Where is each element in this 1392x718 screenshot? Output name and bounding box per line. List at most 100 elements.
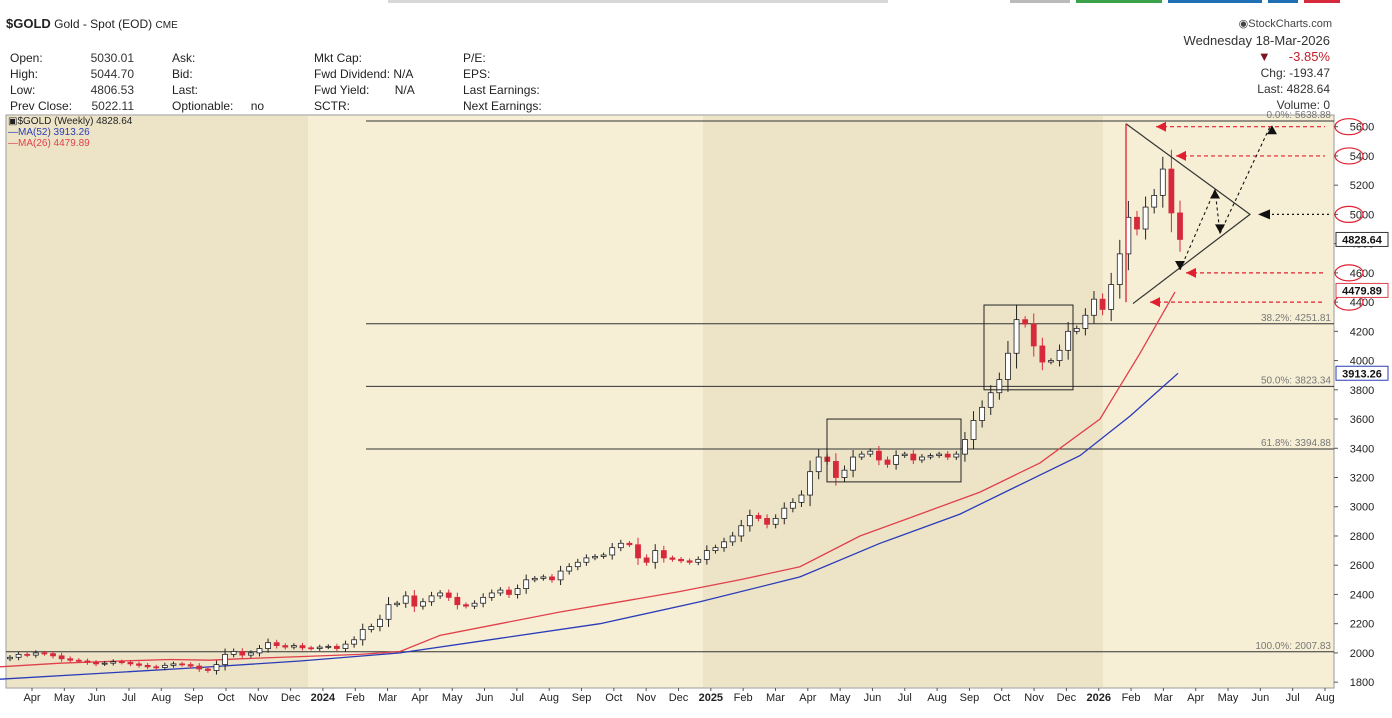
fib-label: 61.8%: 3394.88 <box>1261 438 1331 449</box>
candle-body <box>93 662 99 665</box>
toolbar-tab-a[interactable] <box>388 0 888 3</box>
candle-body <box>626 542 633 546</box>
candle-body <box>875 450 882 461</box>
candle-body <box>919 456 925 461</box>
candle-body <box>213 664 220 671</box>
candle-body <box>136 663 142 666</box>
x-tick-label: Jul <box>122 692 136 704</box>
x-tick-label: Apr <box>23 692 40 704</box>
toolbar-tab-c[interactable] <box>1076 0 1162 3</box>
last-value: Last: 4828.64 <box>1257 82 1330 96</box>
candle-body <box>32 652 39 656</box>
candle-body <box>600 554 607 557</box>
candle-body <box>196 665 203 670</box>
x-tick-label: Oct <box>993 692 1010 704</box>
candle-body <box>953 453 960 458</box>
candle-body <box>41 652 48 655</box>
circled-level-4600 <box>1334 264 1364 282</box>
candle-body <box>480 596 487 604</box>
mkt-cap-label: Mkt Cap: <box>314 51 363 65</box>
candle-body <box>506 589 512 595</box>
candle-body <box>368 626 375 630</box>
toolbar-tab-f[interactable] <box>1304 0 1340 3</box>
y-tick-label: 3600 <box>1350 414 1374 426</box>
y-tick-label: 2800 <box>1350 531 1374 543</box>
ma26-line <box>0 291 1176 668</box>
sctr-label: SCTR: <box>314 99 350 113</box>
x-tick-label: Jun <box>1251 692 1269 704</box>
candle-body <box>471 602 478 607</box>
candle-body <box>514 588 521 595</box>
candle-body <box>239 651 246 656</box>
toolbar-tab-d[interactable] <box>1168 0 1262 3</box>
arrow-4400-head <box>1150 297 1160 308</box>
candle-body <box>987 392 994 408</box>
candle-body <box>858 453 865 458</box>
ma52-axis-label: 3913.26 <box>1342 368 1382 380</box>
quote-labels: Open: High: Low: Prev Close: <box>10 50 72 114</box>
candle-body <box>1099 298 1106 310</box>
y-tick-label: 3000 <box>1350 502 1374 514</box>
candle-body <box>179 663 185 666</box>
x-tick-label: Feb <box>1122 692 1141 704</box>
x-tick-label: Mar <box>1154 692 1173 704</box>
candle-body <box>1022 319 1029 325</box>
y-tick-label: 5600 <box>1350 122 1374 134</box>
candle-body <box>265 642 271 649</box>
fib-label: 38.2%: 4251.81 <box>1261 313 1331 324</box>
ask-label: Ask: <box>172 51 196 65</box>
candle-body <box>927 455 934 458</box>
candle-body <box>970 420 977 440</box>
x-tick-label: Nov <box>636 692 656 704</box>
x-tick-label: Apr <box>411 692 428 704</box>
candle-body <box>979 406 986 421</box>
x-tick-label: Jul <box>898 692 912 704</box>
candle-body <box>247 652 254 656</box>
x-tick-label: Feb <box>346 692 365 704</box>
alternate-year-shading <box>7 116 1103 687</box>
quote-date: Wednesday 18-Mar-2026 <box>1183 33 1330 48</box>
x-tick-label: May <box>830 692 851 704</box>
brand-logo[interactable]: ◉StockCharts.com <box>1239 17 1332 30</box>
candle-body <box>7 656 13 660</box>
candle-body <box>325 645 332 648</box>
arrow-5400-head <box>1176 150 1186 161</box>
candle-body <box>428 595 435 603</box>
x-tick-label: 2025 <box>699 692 723 704</box>
y-tick-label: 3400 <box>1350 443 1374 455</box>
candle-body <box>308 647 315 650</box>
candle-body <box>574 561 581 568</box>
y-tick-label: 5000 <box>1350 209 1374 221</box>
candle-body <box>746 515 753 527</box>
ma52-line <box>0 372 1179 680</box>
candle-body <box>1151 194 1158 208</box>
optionable-value: no <box>250 99 265 113</box>
toolbar-tab-b[interactable] <box>1010 0 1070 3</box>
low-value: 4806.53 <box>90 83 134 97</box>
shade-2023 <box>7 116 308 687</box>
candle-body <box>652 550 659 563</box>
toolbar-tab-e[interactable] <box>1268 0 1298 3</box>
triangle-pattern <box>1125 123 1252 305</box>
candle-body <box>67 658 74 661</box>
projection-arrowhead <box>1267 125 1277 135</box>
x-tick-label: Aug <box>927 692 947 704</box>
candle-body <box>523 579 530 590</box>
candle-body <box>1073 328 1080 332</box>
circled-level-5600 <box>1334 118 1364 136</box>
symbol-description: Gold - Spot (EOD) <box>54 17 153 31</box>
candle-body <box>1168 168 1175 214</box>
candle-body <box>798 494 805 503</box>
candle-body <box>996 379 1003 394</box>
candle-body <box>394 602 401 606</box>
legend-price: ▣$GOLD (Weekly) 4828.64 <box>8 116 133 127</box>
quote-values: 5030.01 5044.70 4806.53 5022.11 <box>80 50 134 114</box>
prev-close-value: 5022.11 <box>91 99 135 113</box>
candle-body <box>738 525 745 537</box>
y-tick-label: 2200 <box>1350 619 1374 631</box>
candle-body <box>884 459 891 465</box>
x-axis: Apr May Jun Jul Aug Sep Oct Nov Dec 2024 Feb Mar Apr… <box>23 688 1335 704</box>
x-tick-label: Dec <box>281 692 301 704</box>
candle-body <box>58 655 65 660</box>
